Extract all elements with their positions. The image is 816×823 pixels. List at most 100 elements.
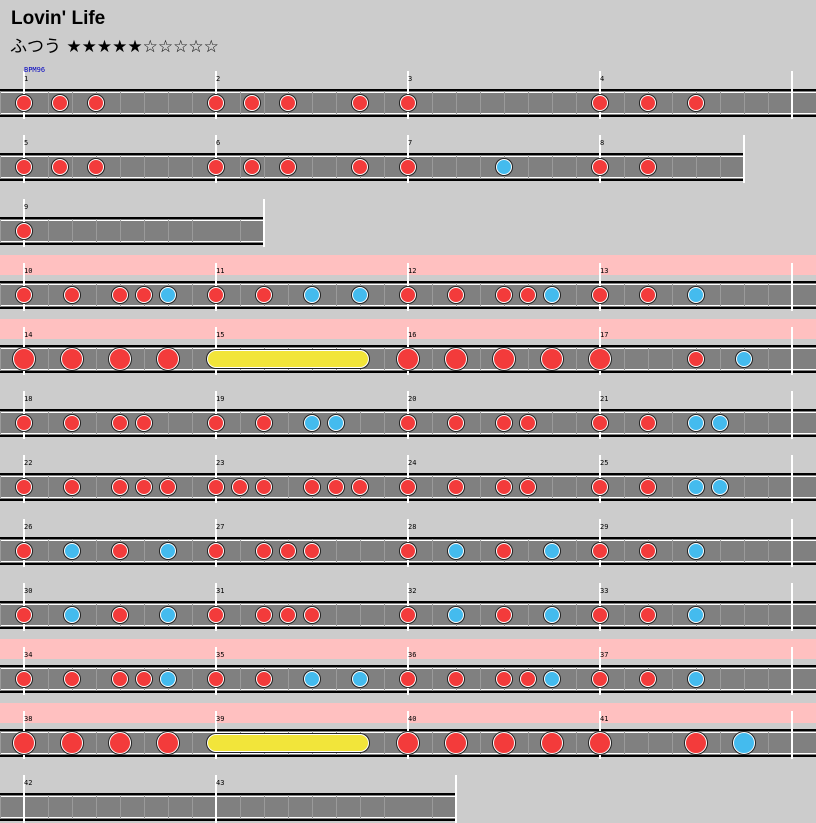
don-note [400, 479, 416, 495]
don-note [244, 95, 260, 111]
beat-divider [312, 91, 313, 115]
don-note [256, 479, 272, 495]
measure-number: 15 [216, 331, 225, 339]
big-don-note [109, 732, 131, 754]
beat-divider [744, 411, 745, 435]
beat-divider [192, 475, 193, 499]
don-note [352, 159, 368, 175]
beat-divider [240, 219, 241, 243]
beat-divider [192, 667, 193, 691]
beat-divider [744, 667, 745, 691]
don-note [640, 415, 656, 431]
measure-number: 42 [24, 779, 33, 787]
beat-divider [168, 155, 169, 179]
measure-number: 28 [408, 523, 417, 531]
don-note [592, 415, 608, 431]
big-don-note [13, 732, 35, 754]
don-note [64, 479, 80, 495]
don-note [64, 671, 80, 687]
bar-line [791, 391, 793, 439]
don-note [244, 159, 260, 175]
don-note [448, 671, 464, 687]
beat-divider [264, 795, 265, 819]
bar-line [791, 647, 793, 695]
beat-divider [144, 539, 145, 563]
beat-divider [360, 411, 361, 435]
ka-note [304, 671, 320, 687]
drumroll-note [207, 350, 369, 368]
beat-divider [672, 283, 673, 307]
ka-note [544, 671, 560, 687]
beat-divider [672, 91, 673, 115]
don-note [256, 543, 272, 559]
don-note [208, 95, 224, 111]
beat-divider [672, 539, 673, 563]
don-note [16, 95, 32, 111]
don-note [208, 159, 224, 175]
beat-divider [0, 411, 1, 435]
measure-number: 12 [408, 267, 417, 275]
beat-divider [720, 155, 721, 179]
beat-divider [504, 91, 505, 115]
beat-divider [144, 91, 145, 115]
measure-number: 8 [600, 139, 605, 147]
measure-number: 16 [408, 331, 417, 339]
bar-line [791, 519, 793, 567]
don-note [520, 415, 536, 431]
beat-divider [168, 219, 169, 243]
don-note [592, 95, 608, 111]
beat-divider [0, 603, 1, 627]
don-note [520, 479, 536, 495]
big-don-note [541, 348, 563, 370]
beat-divider [624, 283, 625, 307]
beat-divider [48, 603, 49, 627]
beat-divider [624, 411, 625, 435]
don-note [592, 671, 608, 687]
ka-note [352, 671, 368, 687]
don-note [400, 607, 416, 623]
don-note [688, 95, 704, 111]
bar-line [743, 135, 745, 183]
measure-number: 14 [24, 331, 33, 339]
beat-divider [96, 603, 97, 627]
ka-note [544, 607, 560, 623]
beat-divider [624, 539, 625, 563]
big-don-note [13, 348, 35, 370]
ka-note [688, 415, 704, 431]
beat-divider [336, 155, 337, 179]
beat-divider [144, 731, 145, 755]
don-note [112, 607, 128, 623]
beat-divider [336, 539, 337, 563]
don-note [688, 351, 704, 367]
beat-divider [336, 283, 337, 307]
beat-divider [552, 411, 553, 435]
bar-line [23, 775, 25, 823]
beat-divider [744, 603, 745, 627]
beat-divider [384, 283, 385, 307]
beat-divider [624, 475, 625, 499]
measure-number: 5 [24, 139, 29, 147]
beat-divider [384, 411, 385, 435]
don-note [448, 479, 464, 495]
chart-row: 10 11 12 13 [0, 255, 816, 311]
beat-divider [192, 155, 193, 179]
note-lane [0, 153, 744, 181]
ka-note [64, 543, 80, 559]
bar-line [791, 583, 793, 631]
beat-divider [192, 219, 193, 243]
beat-divider [552, 155, 553, 179]
don-note [112, 479, 128, 495]
don-note [592, 543, 608, 559]
don-note [280, 607, 296, 623]
ka-note [688, 543, 704, 559]
beat-divider [528, 731, 529, 755]
measure-number: 25 [600, 459, 609, 467]
ka-note [160, 543, 176, 559]
beat-divider [96, 795, 97, 819]
measure-number: 20 [408, 395, 417, 403]
beat-divider [312, 155, 313, 179]
beat-divider [192, 603, 193, 627]
beat-divider [120, 91, 121, 115]
beat-divider [480, 91, 481, 115]
chart-row: 14 15 16 17 [0, 319, 816, 375]
